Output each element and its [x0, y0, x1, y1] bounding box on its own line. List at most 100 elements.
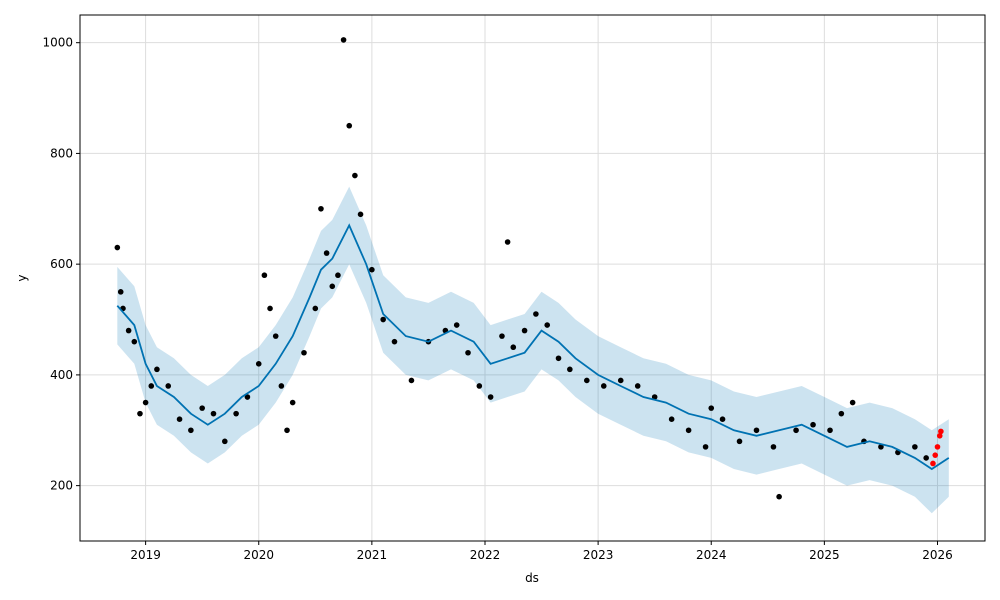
grid-lines [80, 15, 985, 541]
observed-point [125, 327, 132, 334]
observed-point [668, 416, 675, 422]
yhat-line [116, 223, 950, 471]
recent-point [938, 428, 944, 435]
observed-point [188, 427, 194, 434]
x-tick-label: 2021 [357, 548, 388, 562]
observed-point [391, 338, 398, 345]
recent-point [934, 444, 941, 450]
y-tick-label: 400 [50, 368, 73, 382]
observed-point [148, 383, 155, 389]
observed-point [499, 333, 505, 339]
observed-point [154, 366, 160, 373]
x-tick-label: 2019 [130, 548, 161, 562]
observed-point [827, 427, 833, 434]
x-tick-label: 2022 [470, 548, 501, 562]
observed-point [408, 377, 415, 384]
y-tick-label: 800 [50, 146, 73, 160]
observed-point [719, 416, 726, 422]
observed-point [838, 410, 845, 417]
observed-point [323, 250, 330, 256]
observed-point [634, 383, 641, 389]
observed-point [165, 383, 172, 389]
observed-point [544, 322, 551, 328]
x-tick-label: 2023 [583, 548, 614, 562]
observed-point [117, 289, 124, 295]
x-tick-label: 2020 [243, 548, 274, 562]
observed-point [244, 394, 251, 400]
y-axis-label: y [15, 274, 29, 281]
recent-point [936, 433, 943, 439]
observed-point [255, 361, 262, 367]
observed-point [278, 383, 285, 389]
x-tick-label: 2024 [696, 548, 727, 562]
observed-point [301, 349, 307, 356]
observed-point [210, 410, 217, 417]
observed-point [357, 211, 364, 218]
observed-point [137, 410, 143, 417]
recent-point [932, 452, 939, 458]
observed-point [476, 383, 483, 389]
observed-point [114, 244, 121, 251]
observed-point [272, 333, 279, 339]
observed-point [131, 338, 138, 345]
observed-point [369, 266, 375, 273]
x-tick-label: 2026 [922, 548, 953, 562]
x-axis-label: ds [525, 571, 539, 585]
observed-point [617, 377, 624, 384]
observed-point [776, 493, 782, 500]
observed-point [521, 327, 528, 334]
y-tick-label: 200 [50, 479, 73, 493]
observed-point [261, 272, 268, 279]
observed-point [346, 122, 353, 129]
observed-point [289, 399, 296, 406]
observed-point [380, 316, 386, 323]
observed-point [753, 427, 760, 434]
observed-point [685, 427, 692, 434]
observed-point [702, 444, 709, 450]
observed-point [176, 416, 183, 422]
observed-point [335, 272, 341, 279]
observed-points [114, 37, 944, 500]
recent-point [930, 460, 936, 467]
observed-point [849, 399, 856, 406]
observed-point [267, 305, 273, 312]
observed-point [318, 205, 324, 212]
forecast-line [116, 223, 950, 471]
observed-point [352, 172, 358, 179]
plot-frame [79, 14, 986, 542]
observed-point [810, 421, 816, 428]
x-axis-ticks: 2019 2020 2021 2022 2023 2024 2025 2026 [130, 541, 953, 562]
observed-point [793, 427, 799, 434]
observed-point [510, 344, 517, 351]
observed-point [340, 37, 347, 43]
x-tick-label: 2025 [809, 548, 840, 562]
observed-point [199, 405, 205, 411]
observed-point [584, 377, 590, 384]
observed-point [651, 394, 658, 400]
observed-point [923, 455, 929, 461]
observed-point [329, 283, 336, 290]
observed-point [567, 366, 573, 373]
observed-point [487, 394, 494, 400]
observed-point [600, 383, 607, 389]
y-axis-ticks: 200 400 600 800 1000 [42, 36, 80, 493]
observed-point [770, 444, 777, 450]
observed-point [453, 322, 460, 328]
observed-point [736, 438, 743, 445]
y-tick-label: 600 [50, 257, 73, 271]
observed-point [708, 405, 715, 411]
observed-point [222, 438, 228, 445]
observed-point [465, 349, 471, 356]
observed-point [312, 305, 319, 312]
observed-point [504, 239, 511, 245]
observed-point [555, 355, 562, 362]
observed-point [233, 410, 239, 417]
observed-point [142, 399, 149, 406]
observed-point [284, 427, 290, 434]
y-tick-label: 1000 [42, 36, 73, 50]
observed-point [533, 311, 539, 317]
observed-point [912, 444, 918, 450]
observed-point [878, 444, 884, 450]
